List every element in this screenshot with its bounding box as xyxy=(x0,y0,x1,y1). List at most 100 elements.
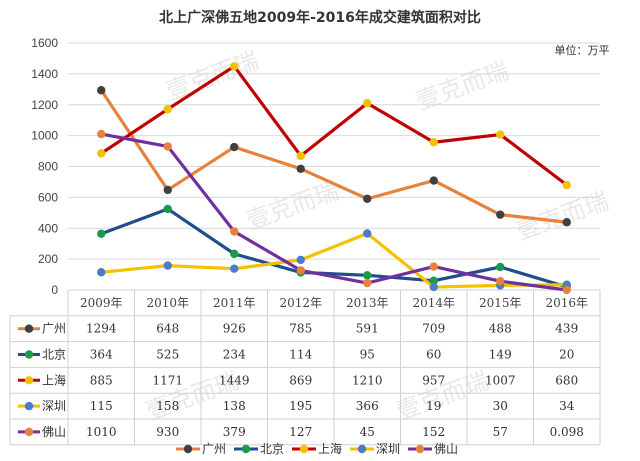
legend-label: 佛山 xyxy=(434,442,458,456)
legend-marker xyxy=(415,444,425,454)
table-cell: 138 xyxy=(223,399,246,413)
data-point xyxy=(230,62,239,71)
table-cell: 45 xyxy=(360,425,375,439)
data-point xyxy=(97,129,106,139)
data-point xyxy=(363,278,372,288)
series-lines xyxy=(97,62,571,295)
x-category-label: 2011年 xyxy=(213,296,256,310)
table-cell: 0.098 xyxy=(550,425,584,439)
table-cell: 234 xyxy=(223,348,246,362)
series-line xyxy=(99,132,569,292)
watermark-text: 壹克而瑞 xyxy=(512,186,612,245)
table-cell: 926 xyxy=(223,322,246,336)
table-cell: 1210 xyxy=(352,373,383,387)
y-tick-label: 0 xyxy=(51,283,58,297)
watermark-text: 壹克而瑞 xyxy=(412,56,512,115)
data-point xyxy=(230,142,239,152)
y-tick-label: 600 xyxy=(38,190,58,204)
x-category-label: 2013年 xyxy=(346,296,389,310)
y-tick-label: 1400 xyxy=(31,67,58,81)
series-line xyxy=(99,64,569,187)
x-category-label: 2012年 xyxy=(279,296,322,310)
table-cell: 439 xyxy=(555,322,578,336)
y-tick-label: 200 xyxy=(38,252,58,266)
table-legend-marker xyxy=(24,376,34,385)
data-point xyxy=(163,185,172,195)
table-cell: 30 xyxy=(493,399,508,413)
table-cell: 60 xyxy=(426,348,441,362)
table-cell: 364 xyxy=(90,348,113,362)
table-cell: 957 xyxy=(422,373,445,387)
legend-marker xyxy=(357,444,367,454)
table-cell: 648 xyxy=(156,322,179,336)
table-cell: 885 xyxy=(90,373,113,387)
series-line xyxy=(99,88,569,224)
y-tick-label: 1000 xyxy=(31,129,58,143)
data-point xyxy=(363,229,372,238)
data-point xyxy=(163,142,172,151)
data-point xyxy=(562,218,571,227)
table-legend-marker xyxy=(24,401,34,411)
table-cell: 709 xyxy=(422,322,445,336)
chart-title: 北上广深佛五地2009年-2016年成交建筑面积对比 xyxy=(159,9,481,26)
table-cell: 869 xyxy=(289,373,312,387)
table-cell: 34 xyxy=(559,399,575,413)
table-series-name: 广州 xyxy=(42,322,66,336)
data-point xyxy=(296,164,305,174)
data-point xyxy=(496,210,505,219)
table-cell: 152 xyxy=(422,425,445,439)
table-cell: 114 xyxy=(289,348,312,362)
table-cell: 379 xyxy=(223,425,246,439)
watermark-text: 壹克而瑞 xyxy=(162,46,262,105)
table-cell: 158 xyxy=(156,399,179,413)
data-point xyxy=(562,180,571,190)
table-cell: 1294 xyxy=(86,322,117,336)
table-cell: 591 xyxy=(356,322,379,336)
table-series-name: 深圳 xyxy=(42,399,66,413)
data-point xyxy=(562,285,571,295)
table-cell: 680 xyxy=(555,373,578,387)
table-cell: 127 xyxy=(289,425,312,439)
table-legend-marker xyxy=(24,350,34,359)
data-point xyxy=(363,271,372,280)
table-cell: 366 xyxy=(356,399,379,413)
table-legend-marker xyxy=(24,427,34,437)
legend: 广州 北京 上海 深圳 佛山 xyxy=(176,441,458,456)
x-category-label: 2010年 xyxy=(146,296,189,310)
grid xyxy=(68,42,600,291)
table-cell: 195 xyxy=(289,399,312,413)
x-category-label: 2016年 xyxy=(545,296,588,310)
table-cell: 1010 xyxy=(86,425,117,439)
x-category-label: 2014年 xyxy=(412,296,455,310)
table-cell: 115 xyxy=(90,399,113,413)
watermark-text: 壹克而瑞 xyxy=(242,176,342,235)
x-category-label: 2009年 xyxy=(80,296,123,310)
legend-label: 北京 xyxy=(260,442,284,456)
data-point xyxy=(429,262,438,271)
y-tick-label: 1600 xyxy=(31,36,58,50)
data-point xyxy=(296,255,305,265)
table-cell: 95 xyxy=(360,348,375,362)
data-point xyxy=(296,151,305,161)
data-point xyxy=(97,86,106,95)
table-cell: 525 xyxy=(156,348,179,362)
table-series-name: 北京 xyxy=(42,348,66,362)
data-point xyxy=(163,204,172,214)
table-cell: 149 xyxy=(489,348,512,362)
table-legend-marker xyxy=(24,324,34,333)
y-tick-label: 800 xyxy=(38,160,58,174)
data-point xyxy=(163,261,172,270)
table-cell: 785 xyxy=(289,322,312,336)
y-tick-label: 1200 xyxy=(31,98,58,112)
table-series-name: 上海 xyxy=(42,372,66,387)
data-point xyxy=(496,277,505,286)
data-point xyxy=(429,176,438,185)
table-cell: 930 xyxy=(156,425,179,439)
data-point xyxy=(97,268,106,277)
data-point xyxy=(496,262,505,272)
table-series-name: 佛山 xyxy=(42,425,66,439)
data-point xyxy=(429,138,438,147)
y-axis: 0 200 400 600 800 1000 1200 1400 1600 xyxy=(31,36,58,297)
